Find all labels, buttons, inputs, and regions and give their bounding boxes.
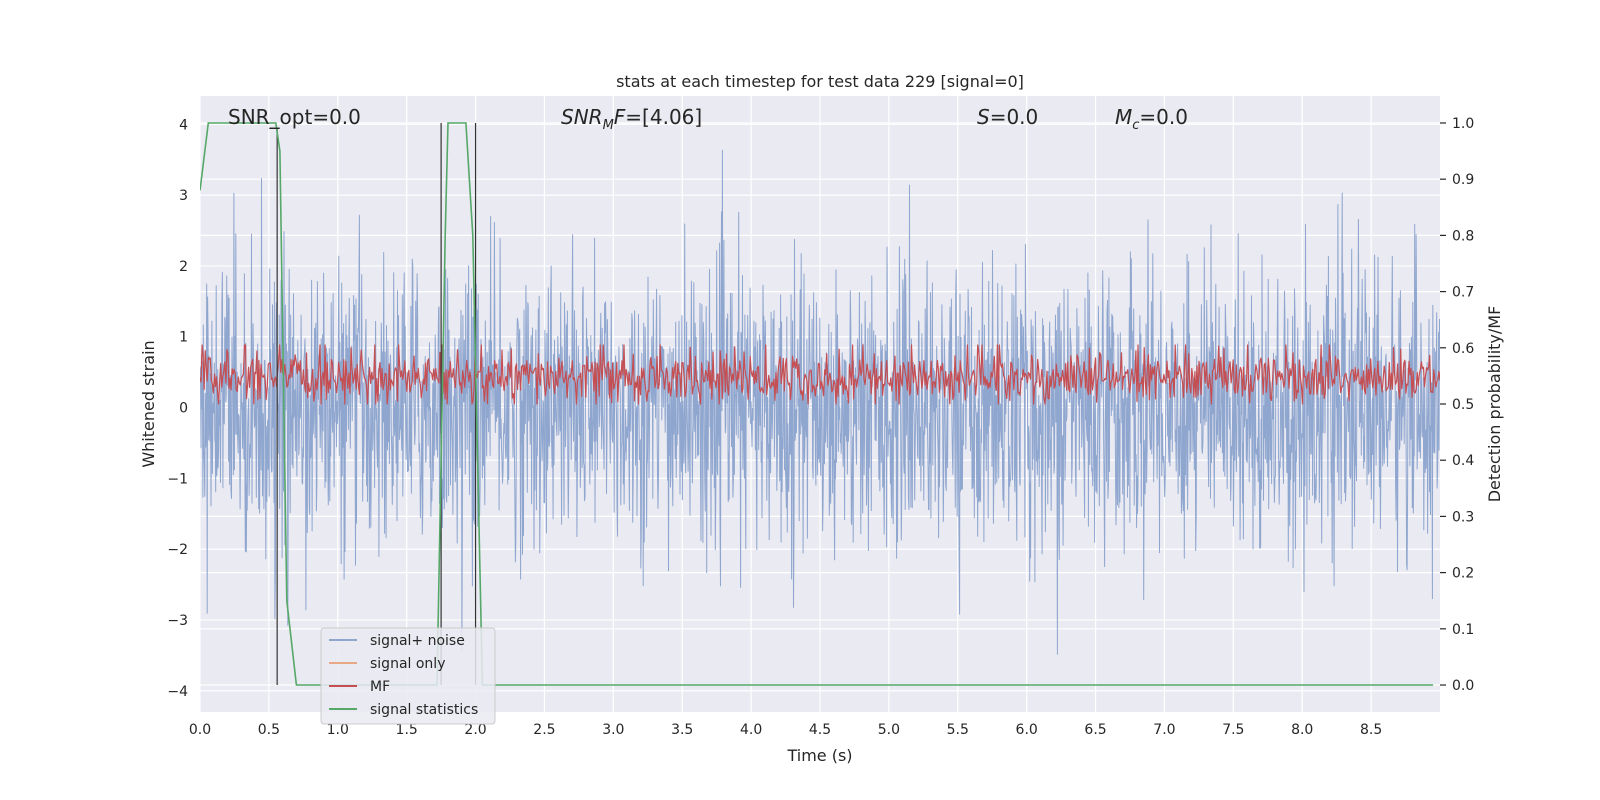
y2-axis-ticks: 0.0 0.1 0.2 0.3 0.4 0.5 0.6 0.7 0.8 0.9 1.0 bbox=[1440, 116, 1474, 694]
x-tick-label-6: 3.0 bbox=[602, 722, 624, 738]
y-tick-label-6: 2 bbox=[179, 259, 188, 275]
y2-tick-label-10: 1.0 bbox=[1452, 116, 1474, 132]
legend-label-signal-statistics: signal statistics bbox=[370, 702, 478, 718]
x-tick-label-8: 4.0 bbox=[740, 722, 762, 738]
y2-tick-label-4: 0.4 bbox=[1452, 453, 1474, 469]
y-axis-label: Whitened strain bbox=[139, 340, 158, 467]
y-tick-label-4: 0 bbox=[179, 401, 188, 417]
x-tick-label-1: 0.5 bbox=[258, 722, 280, 738]
x-tick-label-7: 3.5 bbox=[671, 722, 693, 738]
x-tick-label-13: 6.5 bbox=[1084, 722, 1106, 738]
legend: signal+ noise signal only MF signal stat… bbox=[320, 627, 496, 725]
series-signal-statistics bbox=[200, 122, 1434, 686]
y2-tick-label-2: 0.2 bbox=[1452, 566, 1474, 582]
x-axis-ticks: 0.0 0.5 1.0 1.5 2.0 2.5 3.0 3.5 4.0 4.5 5.0 5.5 6.0 6… bbox=[189, 722, 1382, 738]
annotation-snr-mf: SNRMF=[4.06] bbox=[561, 105, 702, 133]
y-axis-ticks: −4 −3 −2 −1 0 1 2 3 4 bbox=[167, 117, 188, 699]
y2-axis-label: Detection probability/MF bbox=[1485, 306, 1504, 503]
chart-title: stats at each timestep for test data 229… bbox=[616, 72, 1024, 91]
y-tick-label-7: 3 bbox=[179, 188, 188, 204]
annotation-s: S=0.0 bbox=[977, 105, 1038, 129]
x-tick-label-2: 1.0 bbox=[327, 722, 349, 738]
series-mf bbox=[200, 344, 1440, 405]
y2-tick-label-1: 0.1 bbox=[1452, 622, 1474, 638]
x-tick-label-9: 4.5 bbox=[809, 722, 831, 738]
x-tick-label-14: 7.0 bbox=[1153, 722, 1175, 738]
y-tick-label-8: 4 bbox=[179, 117, 188, 133]
x-tick-label-10: 5.0 bbox=[878, 722, 900, 738]
y-tick-label-0: −4 bbox=[167, 684, 188, 700]
legend-label-signal-noise: signal+ noise bbox=[370, 633, 465, 649]
y2-tick-label-8: 0.8 bbox=[1452, 228, 1474, 244]
y2-tick-label-6: 0.6 bbox=[1452, 341, 1474, 357]
x-tick-label-4: 2.0 bbox=[464, 722, 486, 738]
x-tick-label-15: 7.5 bbox=[1222, 722, 1244, 738]
x-tick-label-3: 1.5 bbox=[396, 722, 418, 738]
y2-tick-label-3: 0.3 bbox=[1452, 509, 1474, 525]
x-axis-label: Time (s) bbox=[786, 746, 852, 765]
x-tick-label-11: 5.5 bbox=[947, 722, 969, 738]
y2-tick-label-0: 0.0 bbox=[1452, 678, 1474, 694]
y-tick-label-2: −2 bbox=[167, 542, 188, 558]
vertical-markers bbox=[276, 122, 477, 686]
annotation-mc: Mc=0.0 bbox=[1115, 105, 1188, 133]
legend-box bbox=[320, 627, 496, 725]
legend-label-mf: MF bbox=[370, 679, 390, 695]
y2-tick-label-9: 0.9 bbox=[1452, 172, 1474, 188]
x-tick-label-17: 8.5 bbox=[1360, 722, 1382, 738]
x-tick-label-12: 6.0 bbox=[1016, 722, 1038, 738]
x-tick-label-5: 2.5 bbox=[533, 722, 555, 738]
annotation-snr-opt: SNR_opt=0.0 bbox=[228, 105, 361, 129]
y2-tick-label-7: 0.7 bbox=[1452, 285, 1474, 301]
y-tick-label-5: 1 bbox=[179, 330, 188, 346]
x-tick-label-16: 8.0 bbox=[1291, 722, 1313, 738]
x-tick-label-0: 0.0 bbox=[189, 722, 211, 738]
y-tick-label-1: −3 bbox=[167, 613, 188, 629]
legend-label-signal-only: signal only bbox=[370, 656, 445, 672]
y-tick-label-3: −1 bbox=[167, 471, 188, 487]
y2-tick-label-5: 0.5 bbox=[1452, 397, 1474, 413]
